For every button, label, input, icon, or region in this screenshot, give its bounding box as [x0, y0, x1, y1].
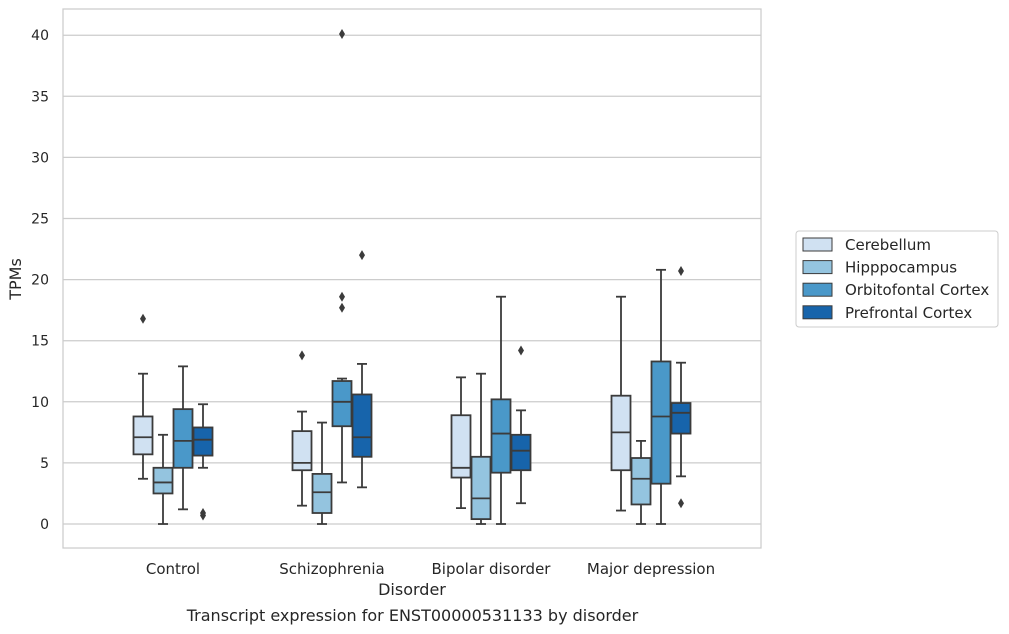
box-plot	[670, 266, 692, 509]
box-iqr	[152, 466, 174, 495]
box-iqr	[132, 415, 154, 456]
box-plot	[610, 295, 632, 512]
y-tick-label: 0	[40, 517, 49, 533]
y-tick-label: 15	[31, 334, 49, 350]
box-iqr	[192, 426, 214, 457]
box-groups	[132, 28, 692, 525]
legend-label: Hipppocampus	[845, 259, 957, 277]
outlier-point	[339, 302, 345, 313]
y-tick-label: 40	[31, 28, 49, 44]
figure-caption: Transcript expression for ENST0000053113…	[186, 606, 639, 625]
legend-label: Cerebellum	[845, 236, 931, 254]
box-plot	[630, 440, 652, 525]
legend-swatch	[802, 305, 833, 320]
legend: Cerebellum Hipppocampus Orbitofontal Corte…	[795, 230, 999, 328]
y-tick-label: 30	[31, 150, 49, 166]
box-iqr	[670, 402, 692, 435]
box-iqr	[172, 408, 194, 469]
box-plot	[172, 365, 194, 511]
y-tick-label: 35	[31, 89, 49, 105]
y-tick-label: 10	[31, 395, 49, 411]
legend-swatch	[802, 237, 833, 252]
y-axis-label: TPMs	[6, 258, 25, 301]
outlier-point	[200, 508, 206, 519]
box-iqr	[650, 360, 672, 485]
x-tick-label: Major depression	[587, 560, 715, 578]
box-plot	[152, 433, 174, 525]
legend-swatch	[802, 260, 833, 275]
y-tick-label: 25	[31, 212, 49, 228]
box-plot	[132, 313, 154, 480]
box-iqr	[351, 393, 373, 458]
legend-swatch	[802, 282, 833, 297]
box-iqr	[470, 455, 492, 521]
box-plot	[331, 28, 353, 484]
outlier-point	[339, 291, 345, 302]
box-plot	[351, 250, 373, 489]
box-plot	[450, 376, 472, 510]
legend-frame	[795, 230, 999, 328]
legend-label: Prefrontal Cortex	[845, 304, 972, 322]
legend-label: Orbitofontal Cortex	[845, 281, 989, 299]
outlier-point	[678, 498, 684, 509]
outlier-point	[518, 345, 524, 356]
box-iqr	[450, 414, 472, 479]
box-iqr	[510, 433, 532, 472]
outlier-point	[359, 250, 365, 261]
box-iqr	[291, 430, 313, 472]
box-iqr	[490, 398, 512, 474]
box-iqr	[311, 472, 333, 514]
y-tick-label: 20	[31, 273, 49, 289]
x-tick-label: Schizophrenia	[279, 560, 384, 578]
box-iqr	[331, 380, 353, 428]
x-tick-label: Control	[146, 560, 200, 578]
box-plot	[490, 295, 512, 525]
box-plot	[650, 268, 672, 525]
y-axis-ticks: 0 5 10 15 20 25 30 35 40	[31, 28, 49, 533]
box-iqr	[630, 457, 652, 506]
plot-frame	[62, 8, 762, 549]
box-plot	[311, 421, 333, 525]
box-plot	[192, 403, 214, 521]
box-plot	[291, 350, 313, 507]
x-tick-label: Bipolar disorder	[432, 560, 552, 578]
outlier-point	[339, 28, 345, 39]
outlier-point	[140, 313, 146, 324]
y-tick-label: 5	[40, 456, 49, 472]
x-axis-ticks: Control Schizophrenia Bipolar disorder Majo…	[146, 560, 715, 578]
outlier-point	[678, 266, 684, 277]
outlier-point	[299, 350, 305, 361]
x-axis-label: Disorder	[378, 580, 446, 599]
box-plot	[470, 372, 492, 525]
box-plot	[510, 345, 532, 505]
